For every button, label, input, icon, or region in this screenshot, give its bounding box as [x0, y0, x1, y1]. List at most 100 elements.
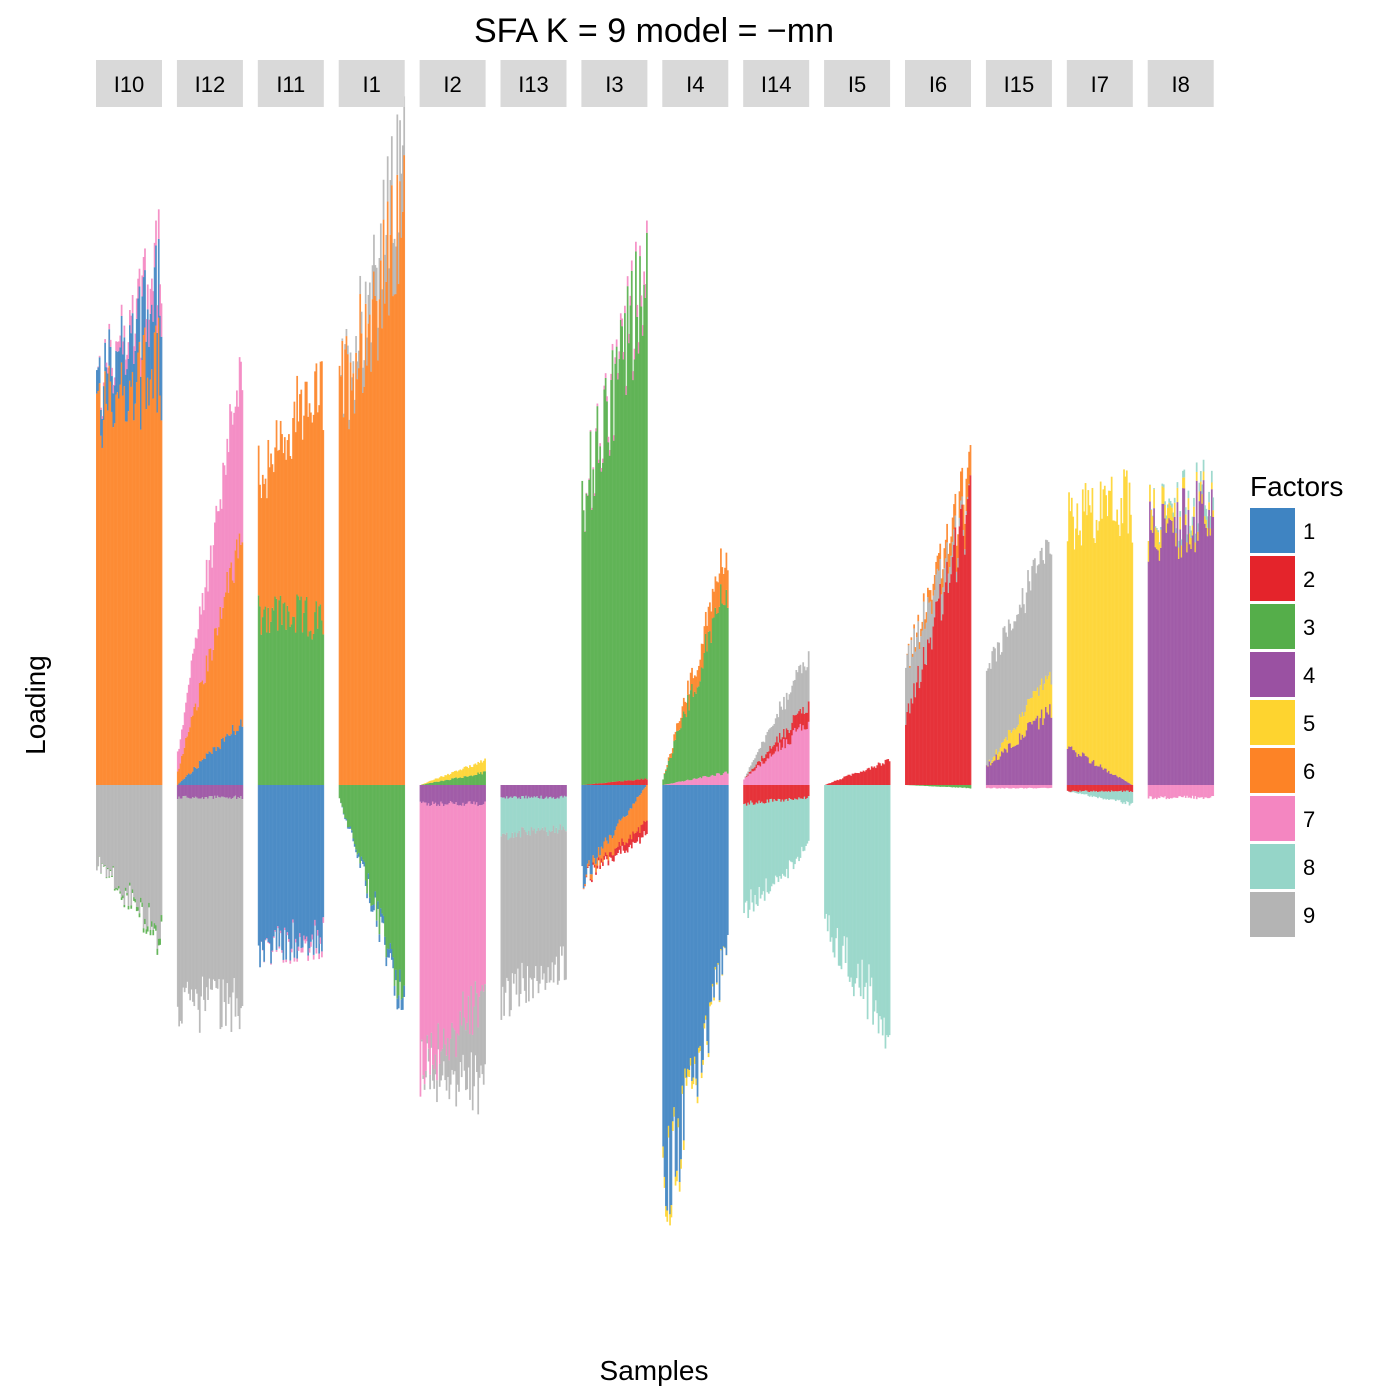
- bar-segment-factor-9: [1001, 652, 1003, 743]
- bar-segment-factor-1: [223, 741, 226, 785]
- bar-segment-factor-3: [311, 639, 314, 785]
- bar-segment-factor-4: [1153, 508, 1155, 785]
- bar-segment-factor-3: [703, 653, 706, 777]
- bar-segment-factor-1: [187, 773, 190, 785]
- bar-segment-factor-3: [471, 776, 474, 785]
- bar-segment-factor-1: [595, 785, 597, 864]
- bar-segment-factor-8: [550, 796, 552, 832]
- bar-segment-factor-2: [910, 698, 913, 785]
- bar-segment-factor-8: [870, 785, 873, 978]
- bar-segment-factor-5: [467, 768, 470, 777]
- bar-segment-factor-2: [759, 761, 762, 767]
- bar-segment-factor-9: [756, 752, 759, 762]
- panel-I10: [96, 209, 163, 955]
- bar-segment-factor-9: [371, 265, 374, 300]
- bar-segment-factor-2: [861, 771, 863, 785]
- bar-segment-factor-3: [257, 595, 260, 785]
- bar-segment-factor-6: [673, 734, 676, 742]
- bar-segment-factor-7: [699, 777, 702, 785]
- bar-segment-factor-7: [990, 785, 992, 789]
- bar-segment-factor-2: [969, 475, 972, 785]
- bar-segment-factor-6: [400, 237, 403, 785]
- bar-segment-factor-7: [469, 801, 471, 1035]
- bar-segment-factor-8: [1183, 469, 1186, 478]
- bar-segment-factor-8: [1116, 791, 1119, 800]
- bar-segment-factor-7: [806, 729, 809, 785]
- bar-segment-factor-5: [1084, 483, 1087, 756]
- bar-segment-factor-4: [1012, 747, 1014, 785]
- bar-segment-factor-5: [720, 949, 722, 951]
- bar-segment-factor-4: [1007, 743, 1010, 785]
- bar-segment-factor-2: [1088, 785, 1091, 793]
- bar-segment-factor-4: [1066, 748, 1069, 785]
- bar-segment-factor-2: [925, 664, 928, 785]
- bar-segment-factor-7: [155, 220, 157, 246]
- bar-segment-factor-2: [773, 744, 776, 754]
- bar-segment-factor-7: [178, 748, 181, 769]
- bar-segment-factor-7: [436, 806, 438, 1081]
- bar-segment-factor-4: [449, 785, 452, 802]
- bar-segment-factor-6: [401, 211, 404, 785]
- bar-segment-factor-1: [155, 245, 157, 326]
- bar-segment-factor-5: [1154, 527, 1157, 548]
- bar-segment-factor-7: [219, 499, 222, 607]
- bar-segment-factor-6: [230, 562, 233, 735]
- bar-segment-factor-4: [1081, 752, 1084, 785]
- bar-segment-factor-7: [186, 692, 189, 737]
- bar-segment-factor-9: [803, 666, 806, 714]
- bar-segment-factor-9: [200, 798, 203, 997]
- bar-segment-factor-7: [207, 591, 209, 672]
- bar-segment-factor-7: [633, 348, 636, 360]
- bar-segment-factor-4: [1039, 718, 1042, 785]
- facet-strip-bg: [1147, 60, 1214, 107]
- bar-segment-factor-4: [212, 785, 215, 799]
- bar-segment-factor-1: [102, 386, 105, 420]
- bar-segment-factor-5: [441, 776, 444, 781]
- bar-segment-factor-8: [1101, 790, 1103, 799]
- bar-segment-factor-3: [447, 779, 449, 785]
- bar-segment-factor-5: [722, 946, 725, 948]
- facet-strip-label: I12: [195, 72, 226, 97]
- bar-segment-factor-3: [680, 728, 682, 782]
- bar-segment-factor-8: [833, 785, 836, 958]
- bar-segment-factor-3: [481, 774, 484, 785]
- bar-segment-factor-6: [666, 765, 669, 768]
- bar-segment-factor-1: [314, 785, 316, 920]
- bar-segment-factor-3: [159, 938, 161, 945]
- bar-segment-factor-6: [107, 410, 109, 785]
- bar-segment-factor-2: [868, 767, 870, 785]
- bar-segment-factor-1: [211, 753, 214, 785]
- bar-segment-factor-7: [148, 319, 150, 347]
- bar-segment-factor-1: [711, 785, 714, 984]
- bar-segment-factor-7: [1172, 785, 1175, 798]
- bar-segment-factor-5: [1070, 497, 1073, 747]
- bar-segment-factor-3: [917, 785, 920, 786]
- bar-segment-factor-7: [303, 935, 305, 941]
- bar-segment-factor-5: [1187, 498, 1190, 510]
- legend-item-4: 4: [1250, 652, 1315, 697]
- bar-segment-factor-7: [722, 773, 725, 785]
- bar-segment-factor-9: [748, 767, 751, 772]
- bar-segment-factor-1: [157, 238, 160, 318]
- bar-segment-factor-2: [777, 742, 780, 752]
- bar-segment-factor-7: [425, 802, 427, 1071]
- bar-segment-factor-1: [285, 785, 288, 960]
- bar-segment-factor-4: [1120, 778, 1123, 785]
- bar-segment-factor-9: [388, 268, 390, 316]
- bar-segment-factor-8: [857, 785, 859, 964]
- bar-segment-factor-3: [615, 346, 618, 782]
- bar-segment-factor-5: [1206, 527, 1209, 537]
- bar-segment-factor-2: [879, 763, 881, 785]
- bar-segment-factor-7: [451, 802, 453, 1023]
- bar-segment-factor-2: [1091, 785, 1094, 792]
- bar-segment-factor-7: [1017, 785, 1020, 789]
- bar-segment-factor-2: [799, 785, 802, 799]
- bar-segment-factor-7: [641, 325, 644, 336]
- bar-segment-factor-5: [1009, 730, 1012, 744]
- bar-segment-factor-9: [183, 795, 186, 993]
- bar-segment-factor-6: [600, 846, 603, 859]
- bar-segment-factor-1: [707, 785, 710, 1054]
- bar-segment-factor-9: [130, 785, 133, 906]
- bar-segment-factor-2: [632, 780, 635, 785]
- bar-segment-factor-2: [918, 688, 921, 785]
